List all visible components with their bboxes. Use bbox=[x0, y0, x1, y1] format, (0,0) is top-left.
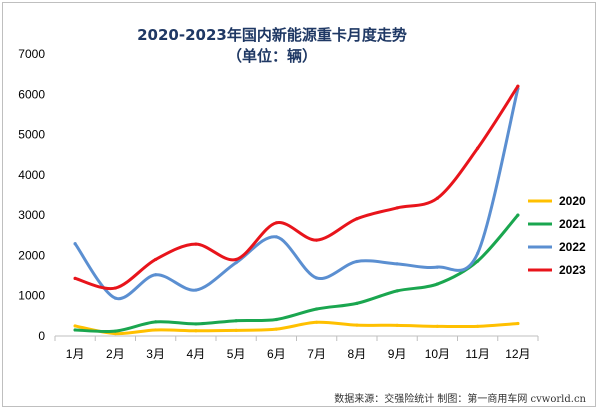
data-point-2023 bbox=[395, 206, 399, 210]
data-point-2020 bbox=[315, 320, 319, 324]
x-tick-label: 7月 bbox=[307, 347, 326, 361]
series-line-2022 bbox=[73, 87, 520, 301]
data-point-2023 bbox=[113, 286, 117, 290]
data-point-2022 bbox=[435, 265, 439, 269]
x-tick-label: 5月 bbox=[227, 347, 246, 361]
data-point-2021 bbox=[274, 317, 278, 322]
data-point-2022 bbox=[113, 296, 117, 300]
data-point-2021 bbox=[73, 328, 77, 332]
y-tick-label: 2000 bbox=[18, 248, 45, 262]
legend-label-2023: 2023 bbox=[559, 263, 586, 277]
legend-label-2021: 2021 bbox=[559, 217, 586, 231]
data-point-2020 bbox=[476, 324, 480, 328]
x-tick-label: 1月 bbox=[66, 347, 85, 361]
data-point-2021 bbox=[516, 213, 520, 217]
series-line-2023 bbox=[73, 84, 520, 291]
data-point-2020 bbox=[113, 331, 117, 336]
data-point-2020 bbox=[355, 323, 359, 327]
data-point-2021 bbox=[476, 259, 480, 263]
data-point-2020 bbox=[435, 324, 439, 328]
data-point-2023 bbox=[194, 242, 198, 246]
data-point-2022 bbox=[395, 262, 399, 266]
x-tick-label: 3月 bbox=[146, 347, 165, 361]
series-line-2021 bbox=[73, 213, 520, 334]
data-point-2021 bbox=[435, 282, 439, 286]
data-point-2021 bbox=[234, 319, 238, 323]
data-point-2022 bbox=[194, 288, 198, 292]
data-point-2023 bbox=[274, 221, 278, 225]
chart-title: 2020-2023年国内新能源重卡月度走势 bbox=[137, 26, 407, 44]
data-point-2023 bbox=[476, 146, 480, 150]
source-footer: 数据来源：交强险统计 制图：第一商用车网 cvworld.cn bbox=[334, 392, 586, 405]
data-point-2020 bbox=[234, 328, 238, 332]
data-point-2021 bbox=[315, 307, 319, 311]
legend-label-2020: 2020 bbox=[559, 194, 586, 208]
data-point-2022 bbox=[73, 242, 77, 246]
x-tick-label: 2月 bbox=[106, 347, 125, 361]
data-point-2023 bbox=[154, 257, 158, 262]
data-point-2023 bbox=[315, 238, 319, 242]
data-point-2022 bbox=[274, 235, 278, 239]
legend-label-2022: 2022 bbox=[559, 240, 586, 254]
series-group bbox=[73, 84, 520, 336]
x-tick-label: 8月 bbox=[348, 347, 367, 361]
chart-subtitle: （单位：辆） bbox=[227, 47, 317, 65]
data-point-2020 bbox=[395, 323, 399, 327]
data-point-2020 bbox=[154, 328, 158, 332]
data-point-2022 bbox=[315, 276, 319, 280]
data-point-2023 bbox=[516, 84, 520, 88]
y-tick-label: 5000 bbox=[18, 128, 45, 142]
data-point-2020 bbox=[194, 329, 198, 333]
data-point-2020 bbox=[516, 321, 520, 326]
data-point-2021 bbox=[395, 289, 399, 293]
chart-frame bbox=[2, 2, 596, 407]
data-point-2023 bbox=[73, 276, 77, 280]
y-tick-label: 6000 bbox=[18, 87, 45, 101]
data-point-2021 bbox=[355, 301, 359, 305]
x-tick-label: 12月 bbox=[505, 347, 530, 361]
x-tick-label: 11月 bbox=[465, 347, 489, 361]
data-point-2022 bbox=[154, 273, 158, 277]
legend: 2020 2021 2022 2023 bbox=[528, 194, 586, 277]
data-point-2022 bbox=[476, 251, 480, 256]
x-tick-label: 10月 bbox=[425, 347, 450, 361]
axes: 0 1000 2000 3000 4000 5000 6000 7000 1月 2月 3月 4月 5月 6… bbox=[18, 47, 539, 361]
x-tick-label: 4月 bbox=[187, 347, 206, 361]
y-tick-label: 1000 bbox=[18, 289, 45, 303]
data-point-2023 bbox=[234, 257, 238, 262]
data-point-2023 bbox=[435, 196, 439, 200]
data-point-2020 bbox=[274, 327, 278, 331]
y-tick-label: 7000 bbox=[18, 47, 45, 61]
series-line-2020 bbox=[73, 320, 520, 336]
data-point-2021 bbox=[194, 322, 198, 326]
data-point-2021 bbox=[113, 329, 117, 333]
y-tick-label: 0 bbox=[38, 329, 45, 343]
data-point-2022 bbox=[355, 259, 359, 264]
x-tick-label: 9月 bbox=[388, 347, 407, 361]
y-tick-label: 4000 bbox=[18, 168, 45, 182]
y-tick-label: 3000 bbox=[18, 208, 45, 222]
data-point-2021 bbox=[154, 320, 158, 324]
x-tick-label: 6月 bbox=[267, 347, 286, 361]
data-point-2022 bbox=[234, 261, 238, 265]
data-point-2020 bbox=[73, 324, 77, 328]
data-point-2023 bbox=[355, 217, 359, 221]
